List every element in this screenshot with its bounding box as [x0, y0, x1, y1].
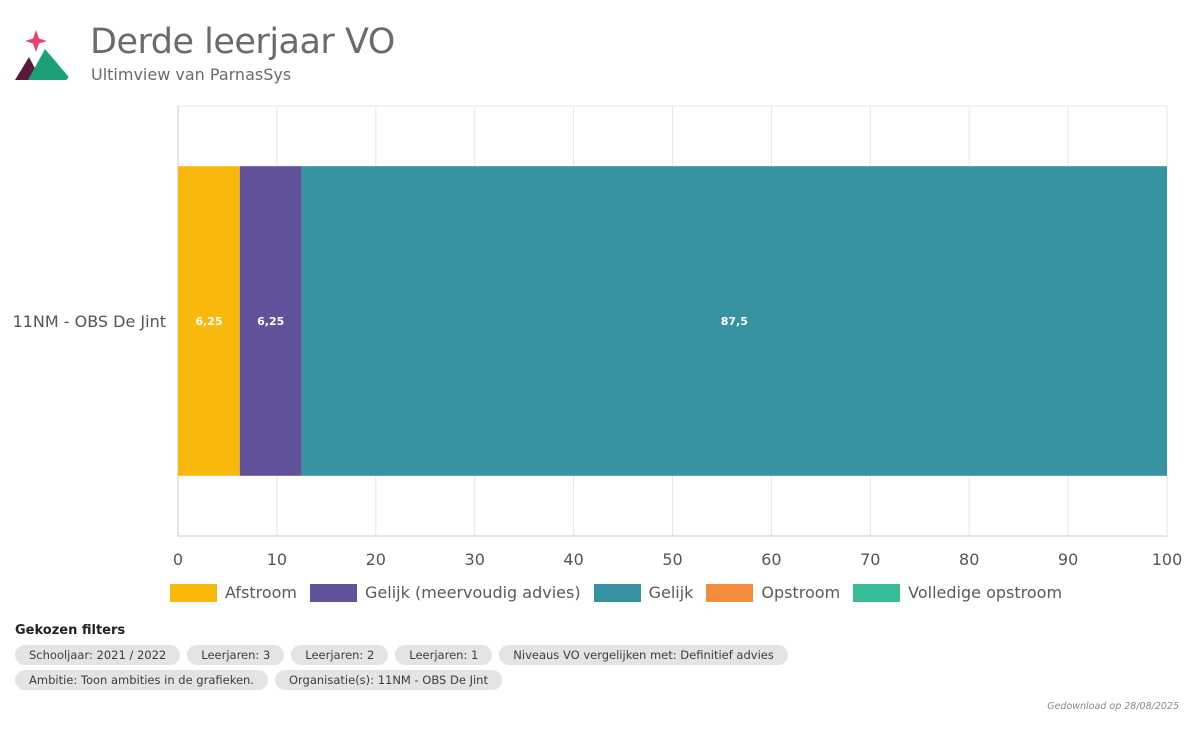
x-tick-label-40: 40 — [563, 550, 583, 569]
filter-chip-1: Leerjaren: 3 — [187, 645, 285, 665]
legend-item-1[interactable]: Gelijk (meervoudig advies) — [310, 583, 581, 602]
logo-star-icon — [25, 30, 47, 52]
page-title: Derde leerjaar VO — [90, 22, 395, 62]
legend-label: Gelijk — [648, 583, 694, 602]
legend-label: Afstroom — [225, 583, 298, 602]
download-date: Gedownload op 28/08/2025 — [1047, 701, 1179, 712]
x-tick-label-0: 0 — [173, 550, 183, 569]
legend-item-4[interactable]: Volledige opstroom — [853, 583, 1062, 602]
legend-item-0[interactable]: Afstroom — [170, 583, 297, 602]
data-label-2: 87,5 — [721, 315, 748, 328]
filter-chip-0: Schooljaar: 2021 / 2022 — [15, 645, 181, 665]
x-tick-label-60: 60 — [761, 550, 781, 569]
filter-chip-4: Niveaus VO vergelijken met: Definitief a… — [499, 645, 788, 665]
logo-green-mountain — [28, 49, 69, 80]
filters-title: Gekozen filters — [15, 623, 126, 638]
legend-swatch — [170, 583, 217, 602]
bar-segment-2 — [301, 166, 1167, 476]
legend-item-2[interactable]: Gelijk — [593, 583, 694, 602]
x-tick-label-10: 10 — [267, 550, 287, 569]
legend-swatch — [310, 583, 358, 602]
bar-segment-0 — [178, 166, 240, 476]
legend-label: Volledige opstroom — [908, 583, 1063, 602]
legend-swatch — [593, 583, 641, 602]
x-tick-label-100: 100 — [1152, 550, 1183, 569]
filter-chip-2: Leerjaren: 2 — [291, 645, 389, 665]
category-label: 11NM - OBS De Jint — [13, 312, 166, 331]
parnassys-logo — [15, 30, 69, 80]
legend-item-3[interactable]: Opstroom — [706, 583, 840, 602]
x-tick-label-80: 80 — [959, 550, 979, 569]
legend-swatch — [706, 583, 754, 602]
x-tick-label-20: 20 — [366, 550, 386, 569]
chart-legend: Afstroom Gelijk (meervoudig advies) Gelijk… — [170, 583, 1075, 602]
legend-swatch — [853, 583, 901, 602]
page-subtitle: Ultimview van ParnasSys — [91, 65, 292, 84]
stacked-bar-chart: 0 10 20 30 40 50 60 70 80 90 100 11NM - OBS De Jint… — [13, 105, 1183, 569]
filter-chip-6: Organisatie(s): 11NM - OBS De Jint — [274, 670, 502, 690]
x-tick-label-50: 50 — [662, 550, 682, 569]
x-tick-label-30: 30 — [465, 550, 485, 569]
legend-label: Gelijk (meervoudig advies) — [365, 583, 581, 602]
data-label-1: 6,25 — [257, 315, 284, 328]
x-tick-label-90: 90 — [1058, 550, 1078, 569]
data-label-0: 6,25 — [195, 315, 222, 328]
x-tick-label-70: 70 — [860, 550, 880, 569]
legend-label: Opstroom — [761, 583, 841, 602]
filter-chips: Schooljaar: 2021 / 2022 Leerjaren: 3 Leerj… — [15, 645, 1015, 695]
bar-segment-1 — [239, 166, 302, 476]
filter-chip-3: Leerjaren: 1 — [395, 645, 493, 665]
filter-chip-5: Ambitie: Toon ambities in de grafieken. — [15, 670, 268, 690]
